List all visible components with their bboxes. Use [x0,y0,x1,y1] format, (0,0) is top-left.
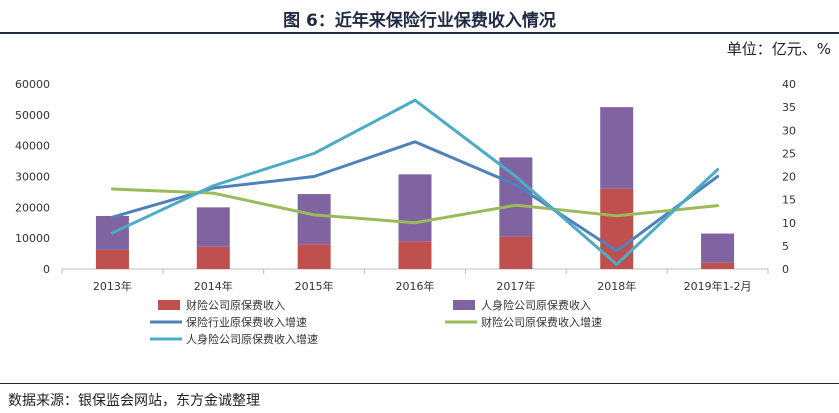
y-left-tick-label: 50000 [15,109,50,122]
bar-property [600,188,634,269]
y-right-tick-label: 20 [782,171,796,184]
x-tick-label: 2014年 [194,279,233,293]
x-tick-label: 2019年1-2月 [684,279,752,293]
legend-property-bar-swatch [158,300,180,310]
x-tick-label: 2013年 [93,279,132,293]
unit-label: 单位：亿元、% [726,40,831,58]
bar-property [95,249,129,269]
bar-life [600,107,634,189]
x-tick-label: 2018年 [597,279,636,293]
y-left-tick-label: 60000 [15,78,50,91]
y-right-tick-label: 40 [782,78,796,91]
y-right-tick-label: 25 [782,147,796,160]
source-note: 数据来源：银保监会网站，东方金诚整理 [8,393,260,409]
y-right-tick-label: 30 [782,124,796,137]
y-left-tick-label: 40000 [15,140,50,153]
bar-life [196,207,230,247]
x-tick-label: 2015年 [295,279,334,293]
y-left-tick-label: 0 [43,263,50,276]
y-right-tick-label: 15 [782,194,796,207]
source-divider [0,383,839,384]
line-life-growth [110,98,720,266]
legend-property-line-label: 财险公司原保费收入增速 [481,315,602,329]
bar-life [499,157,533,237]
bar-property [196,246,230,269]
legend-life-line-label: 人身险公司原保费收入增速 [186,332,318,346]
y-left-tick-label: 10000 [15,232,50,245]
bar-property [297,244,331,269]
bar-property [499,236,533,269]
legend-property-bar-label: 财险公司原保费收入 [186,298,285,312]
legend-life-bar-label: 人身险公司原保费收入 [481,298,591,312]
y-left-tick-label: 30000 [15,171,50,184]
y-left-tick-label: 20000 [15,201,50,214]
line-industry-growth [110,140,720,253]
x-tick-label: 2017年 [496,279,535,293]
y-right-tick-label: 5 [782,240,789,253]
legend-life-bar-swatch [453,300,475,310]
chart-canvas: 0 10000 20000 30000 40000 50000 60000 0 5 10 15 20 2… [15,78,796,346]
y-right-tick-label: 0 [782,263,789,276]
bar-property [701,262,735,269]
bar-property [398,241,432,269]
bar-life [701,233,735,263]
chart-title: 图 6：近年来保险行业保费收入情况 [283,11,556,31]
bar-life [297,194,331,245]
x-tick-label: 2016年 [396,279,435,293]
line-property-growth [110,187,720,225]
y-right-tick-label: 35 [782,101,796,114]
legend-industry-line-label: 保险行业原保费收入增速 [186,315,307,329]
y-right-tick-label: 10 [782,217,796,230]
bar-life [398,174,432,242]
title-divider [0,32,839,34]
